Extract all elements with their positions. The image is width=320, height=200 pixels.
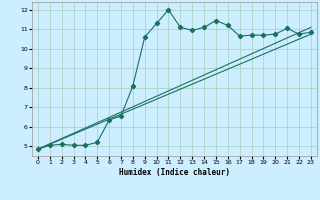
X-axis label: Humidex (Indice chaleur): Humidex (Indice chaleur) — [119, 168, 230, 177]
